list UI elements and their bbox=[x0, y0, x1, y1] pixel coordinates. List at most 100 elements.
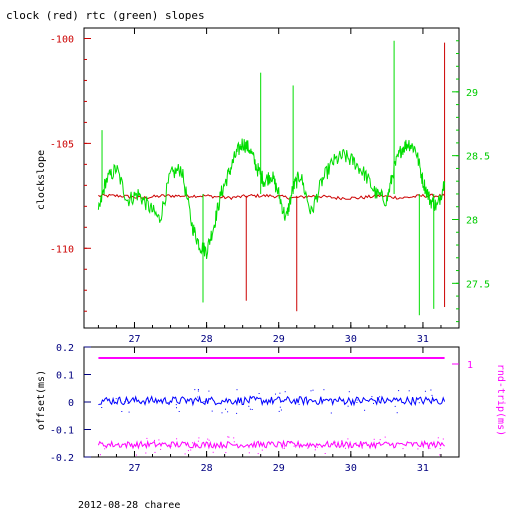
series-offset-dot bbox=[418, 402, 420, 404]
top-x-tick-label: 29 bbox=[273, 334, 285, 345]
series-offset-dot bbox=[124, 401, 126, 403]
series-rnd-trip-lower-dot bbox=[197, 440, 199, 442]
top-x-tick-label: 30 bbox=[345, 334, 357, 345]
series-rnd-trip-lower-dot bbox=[439, 448, 441, 449]
series-rnd-trip-lower-dot bbox=[99, 454, 101, 456]
series-offset-dot bbox=[101, 407, 103, 408]
series-offset-dot bbox=[430, 389, 432, 391]
series-offset-dot bbox=[176, 407, 177, 409]
series-offset-dot bbox=[323, 389, 325, 391]
series-rnd-trip-lower-dot bbox=[208, 439, 210, 441]
series-rnd-trip-lower-dot bbox=[345, 447, 346, 449]
top-plot-frame bbox=[83, 27, 460, 329]
series-rnd-trip-lower-dot bbox=[170, 445, 172, 447]
top-y-right-tick-label: 27.5 bbox=[466, 279, 490, 290]
series-rnd-trip-lower-dot bbox=[314, 449, 316, 451]
series-offset-dot bbox=[347, 405, 349, 407]
series-offset-dot bbox=[197, 389, 199, 390]
series-offset-dot bbox=[236, 389, 238, 391]
series-offset-dot bbox=[408, 390, 410, 392]
series-offset-dot bbox=[140, 402, 142, 404]
series-offset-dot bbox=[227, 411, 229, 413]
series-rnd-trip-lower-dot bbox=[104, 448, 106, 450]
series-offset-dot bbox=[197, 390, 199, 392]
series-rnd-trip-lower-dot bbox=[442, 438, 444, 440]
top-y-right-tick-label: 28.5 bbox=[466, 152, 490, 163]
series-rnd-trip-lower bbox=[97, 439, 445, 450]
series-rnd-trip-lower-dot bbox=[154, 439, 155, 441]
series-offset-dot bbox=[258, 393, 260, 394]
series-rnd-trip-lower-dot bbox=[187, 450, 189, 452]
series-offset-dot bbox=[424, 390, 426, 392]
bottom-x-tick-label: 31 bbox=[417, 463, 429, 474]
series-offset-dot bbox=[379, 396, 381, 398]
top-y-right-tick-label: 28 bbox=[466, 215, 478, 226]
series-offset-dot bbox=[225, 408, 226, 410]
series-offset-dot bbox=[330, 412, 332, 414]
series-offset-dot bbox=[284, 391, 286, 393]
series-rnd-trip-lower-dot bbox=[437, 437, 439, 439]
series-offset-dot bbox=[248, 405, 250, 407]
top-x-tick-label: 31 bbox=[417, 334, 429, 345]
series-rnd-trip-lower-dot bbox=[361, 447, 363, 449]
series-offset-dot bbox=[208, 390, 210, 392]
series-rnd-trip-lower-dot bbox=[225, 452, 227, 454]
series-rnd-trip-lower-dot bbox=[195, 443, 196, 445]
series-rnd-trip-lower-dot bbox=[130, 445, 132, 447]
series-rnd-trip-lower-dot bbox=[135, 454, 137, 456]
series-offset-dot bbox=[127, 399, 129, 401]
series-rnd-trip-lower-dot bbox=[347, 438, 349, 440]
series-rnd-trip-lower-dot bbox=[358, 446, 360, 448]
series-rnd-trip-lower-dot bbox=[429, 447, 431, 449]
series-offset-dot bbox=[275, 393, 276, 395]
series-rnd-trip-lower-dot bbox=[355, 442, 357, 444]
bottom-y-right-tick-label: 1 bbox=[467, 360, 473, 371]
series-rnd-trip-lower-dot bbox=[158, 439, 160, 441]
series-offset-dot bbox=[356, 399, 358, 401]
series-offset-dot bbox=[128, 411, 130, 413]
series-rnd-trip-lower-dot bbox=[136, 444, 138, 446]
series-rnd-trip-lower-dot bbox=[233, 441, 235, 443]
top-y-left-tick-label: -100 bbox=[50, 34, 74, 45]
series-rnd-trip-lower-dot bbox=[375, 447, 377, 448]
series-offset-dot bbox=[175, 404, 177, 406]
series-offset-dot bbox=[221, 412, 223, 414]
chart-title: clock (red) rtc (green) slopes bbox=[6, 9, 205, 22]
series-rnd-trip-lower-dot bbox=[212, 451, 214, 453]
series-line-clock bbox=[98, 193, 445, 201]
series-offset-dot bbox=[376, 397, 378, 399]
bottom-series bbox=[97, 357, 446, 456]
series-rnd-trip-lower-dot bbox=[402, 448, 404, 450]
top-axes: 27 28 29 30 31 -100 -105 -110 29 28.5 28 27.5 bbox=[50, 28, 490, 345]
series-offset-dot bbox=[236, 412, 238, 414]
series-rnd-trip-lower-dot bbox=[261, 449, 263, 451]
series-offset-dot bbox=[396, 412, 398, 414]
bottom-x-tick-label: 29 bbox=[273, 463, 285, 474]
series-rnd-trip-lower-dot bbox=[379, 439, 381, 441]
series-rnd-trip-lower-dot bbox=[283, 446, 285, 448]
series-rnd-trip-lower-dot bbox=[160, 448, 162, 450]
bottom-x-tick-label: 30 bbox=[345, 463, 357, 474]
series-rnd-trip-lower-dot bbox=[316, 446, 318, 448]
series-offset-dot bbox=[310, 390, 312, 392]
bottom-axes: 27 28 29 30 31 0.2 0.1 0 -0.1 -0.2 1 bbox=[50, 343, 473, 474]
series-rnd-trip-lower-dot bbox=[257, 453, 259, 455]
series-rnd-trip-lower-dot bbox=[207, 438, 209, 440]
bottom-y-left-tick-label: 0 bbox=[68, 398, 74, 409]
bottom-y-left-tick-label: -0.1 bbox=[50, 426, 74, 437]
series-rnd-trip-lower-dot bbox=[248, 452, 250, 454]
series-offset-dot bbox=[211, 410, 213, 412]
series-offset-dot bbox=[178, 411, 180, 412]
series-rnd-trip-lower-dot bbox=[198, 437, 200, 439]
series-rnd-trip-lower-dot bbox=[146, 437, 148, 439]
series-offset-dot bbox=[203, 401, 205, 403]
series-offset-dot bbox=[298, 403, 300, 405]
series-offset-dot bbox=[197, 396, 199, 398]
series-rnd-trip-lower-dot bbox=[154, 451, 156, 453]
series-offset-dot bbox=[364, 409, 366, 411]
series-rnd-trip-lower-dot bbox=[293, 445, 295, 447]
series-rnd-trip-lower-dot bbox=[427, 447, 429, 449]
series-rnd-trip-lower-dot bbox=[248, 447, 250, 449]
series-rnd-trip-lower-dot bbox=[192, 442, 193, 444]
series-rnd-trip-lower-dot bbox=[324, 453, 326, 454]
